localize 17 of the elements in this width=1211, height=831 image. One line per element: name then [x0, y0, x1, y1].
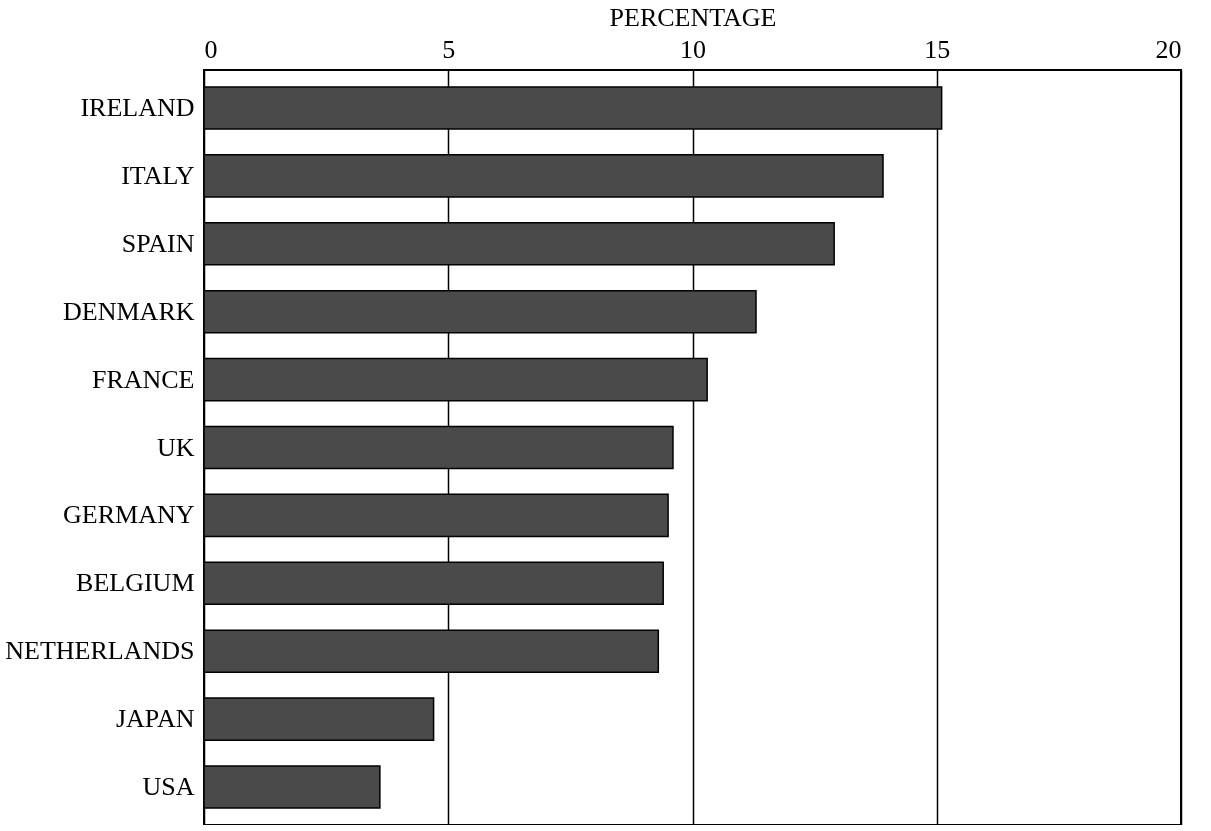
x-tick-label: 5 [442, 34, 456, 64]
x-tick-label: 10 [680, 34, 706, 64]
y-tick-label: DENMARK [63, 296, 195, 326]
y-tick-label: UK [156, 432, 195, 462]
y-tick-label: IRELAND [80, 93, 195, 123]
y-tick-label: FRANCE [91, 364, 195, 394]
x-axis-title: PERCENTAGE [609, 2, 777, 32]
y-tick-label: JAPAN [115, 704, 195, 734]
y-tick-label: SPAIN [121, 228, 195, 258]
y-tick-label: USA [142, 771, 195, 801]
x-tick-label: 0 [204, 34, 218, 64]
x-tick-label: 15 [924, 34, 951, 64]
y-tick-label: GERMANY [63, 500, 195, 530]
y-tick-label: ITALY [121, 160, 195, 190]
y-tick-label: BELGIUM [76, 568, 195, 598]
x-tick-label: 20 [1155, 34, 1182, 64]
y-tick-label: NETHERLANDS [5, 636, 195, 666]
